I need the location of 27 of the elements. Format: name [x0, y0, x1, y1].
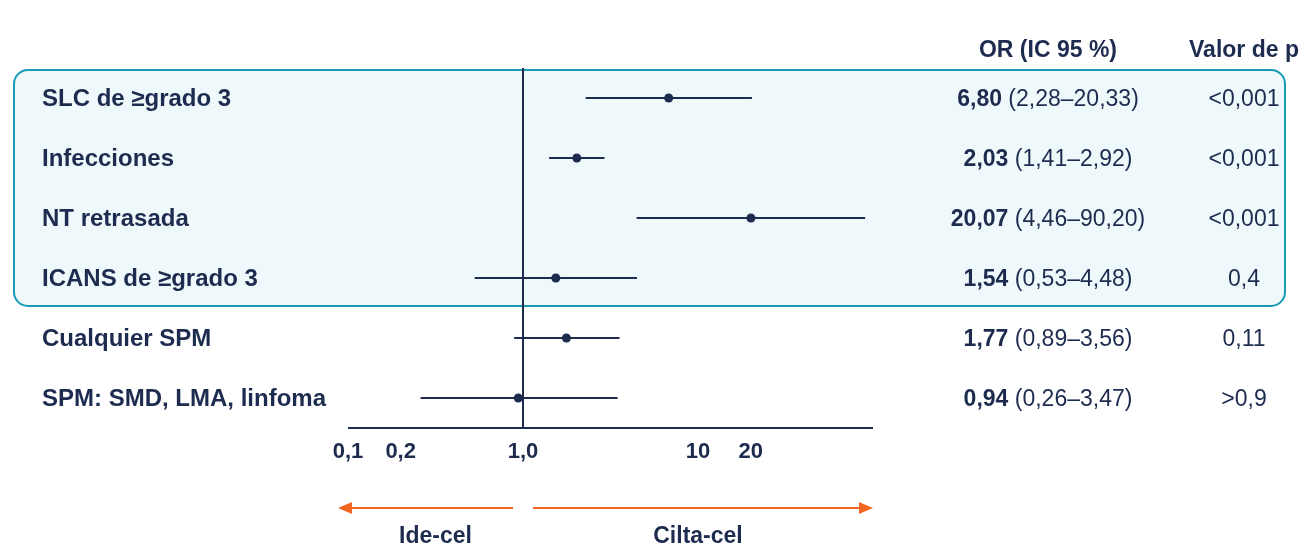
text: Cilta-cel	[652, 522, 744, 549]
text: <0,001	[1208, 85, 1280, 111]
y-tick-label: NT retrasada	[42, 204, 190, 231]
text: <0,001	[1208, 205, 1280, 231]
text: Ide-cel	[398, 522, 473, 549]
y-tick-label: SLC de ≥grado 3	[42, 84, 232, 111]
x-tick-label: 0,1	[332, 438, 364, 463]
y-tick-label: Infecciones	[42, 144, 175, 171]
text: <0,001	[1208, 145, 1280, 171]
x-tick-label: 10	[685, 438, 711, 463]
y-tick-label: SPM: SMD, LMA, linfoma	[42, 384, 327, 411]
y-tick-label: ICANS de ≥grado 3	[42, 264, 258, 291]
data-label: 20,07 (4,46–90,20)	[950, 205, 1146, 231]
y-tick-label: Cualquier SPM	[42, 324, 212, 351]
data-label: 1,54 (0,53–4,48)	[963, 265, 1133, 291]
data-label: 1,77 (0,89–3,56)	[963, 325, 1133, 351]
text: Valor de p	[1188, 36, 1300, 63]
text: OR (IC 95 %)	[978, 36, 1118, 63]
data-label: 0,94 (0,26–3,47)	[963, 385, 1133, 411]
x-tick-label: 0,2	[385, 438, 416, 463]
text: >0,9	[1221, 385, 1267, 411]
data-label: 6,80 (2,28–20,33)	[957, 85, 1139, 111]
text: 0,11	[1222, 325, 1266, 351]
x-tick-label: 1,0	[507, 438, 539, 463]
text: 0,4	[1228, 265, 1261, 291]
data-label: 2,03 (1,41–2,92)	[963, 145, 1133, 171]
x-tick-label: 20	[738, 438, 763, 463]
